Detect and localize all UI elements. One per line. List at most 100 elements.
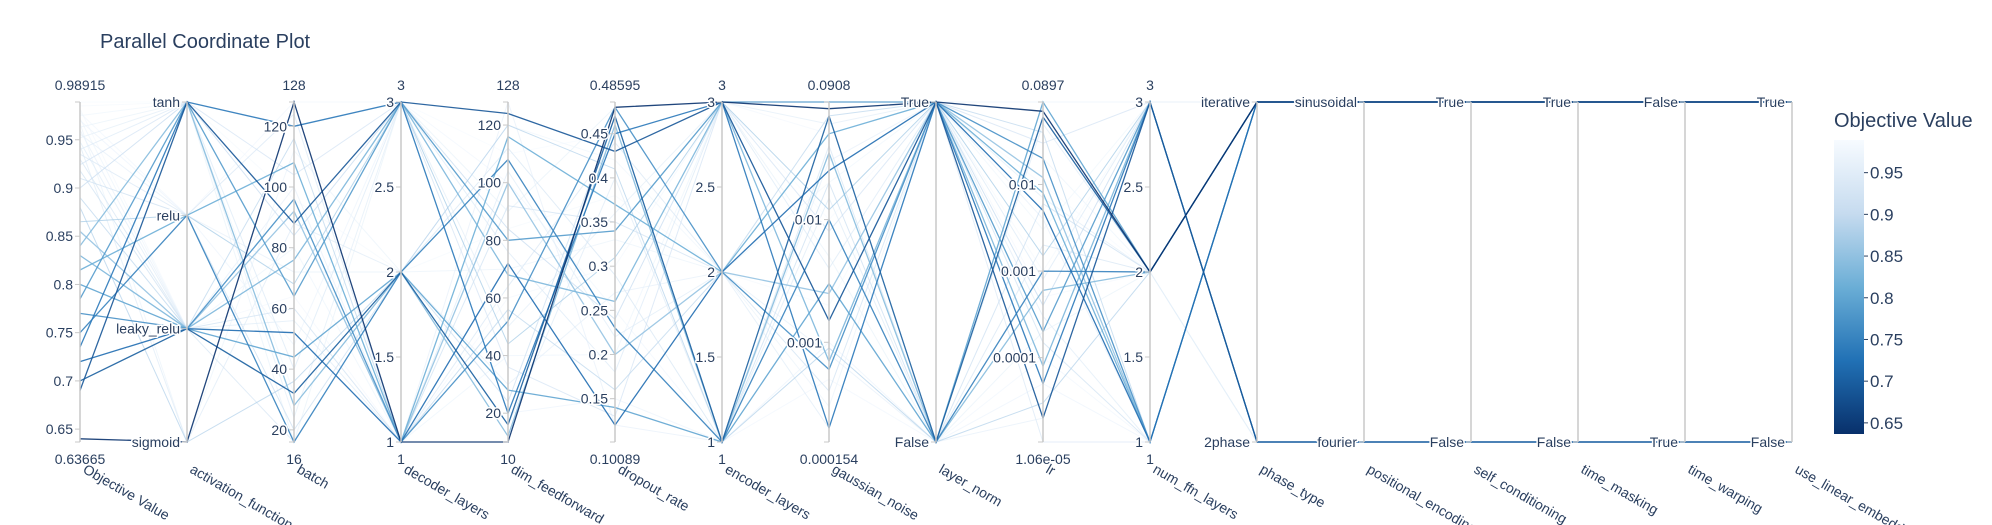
tick-label: True <box>1757 94 1785 110</box>
axis-label-activation-function: activation_function <box>188 461 296 525</box>
axis-range-max: 3 <box>1146 77 1154 93</box>
axis-range-min: 16 <box>286 451 302 467</box>
tick-label: 40 <box>485 348 501 364</box>
tick-label: True <box>1436 94 1464 110</box>
tick-label: 60 <box>271 300 287 316</box>
colorbar-title: Objective Value <box>1834 110 1973 132</box>
tick-label: 120 <box>264 118 288 134</box>
axis-label-dropout-rate: dropout_rate <box>616 461 693 515</box>
tick-label: 1.5 <box>1124 349 1144 365</box>
axis-range-min: 1 <box>397 451 405 467</box>
tick-label: 100 <box>478 175 502 191</box>
axis-layer-norm[interactable]: False True layer_norm <box>893 93 1006 510</box>
axis-range-min: 0.63665 <box>55 451 106 467</box>
colorbar-tick-label: 0.8 <box>1870 289 1894 308</box>
tick-label: False <box>895 434 929 450</box>
colorbar-ticks: 0.95 0.9 0.85 0.8 0.75 0.7 0.65 <box>1864 164 1903 433</box>
axis-self-conditioning[interactable]: False True self_conditioning <box>1428 93 1570 525</box>
tick-label: 80 <box>485 232 501 248</box>
tick-label: True <box>901 94 929 110</box>
tick-label: 2 <box>386 264 394 280</box>
colorbar-tick-label: 0.9 <box>1870 205 1894 224</box>
axis-label-batch: batch <box>295 461 333 492</box>
tick-label: 0.45 <box>581 126 608 142</box>
tick-label: 0.15 <box>581 391 608 407</box>
tick-label: 0.2 <box>589 346 609 362</box>
tick-label: 2.5 <box>1124 179 1144 195</box>
tick-label: 0.7 <box>54 373 74 389</box>
axis-range-max: 3 <box>718 77 726 93</box>
tick-label: 0.85 <box>46 228 73 244</box>
tick-label: sinusoidal <box>1295 94 1357 110</box>
tick-label: False <box>1537 434 1571 450</box>
tick-label: 0.95 <box>46 132 73 148</box>
tick-label: 0.001 <box>1001 263 1036 279</box>
tick-label: 3 <box>1135 94 1143 110</box>
tick-label: 1 <box>386 434 394 450</box>
axis-label-dim-feedforward: dim_feedforward <box>509 461 607 525</box>
tick-label: 0.3 <box>589 258 609 274</box>
axis-label-gaussian-noise: gaussian_noise <box>830 461 922 524</box>
colorbar-tick-label: 0.85 <box>1870 247 1903 266</box>
tick-label: 0.25 <box>581 302 608 318</box>
axis-range-min: 10 <box>500 451 516 467</box>
axis-time-masking[interactable]: False True time_masking <box>1535 93 1662 518</box>
dimension-axes: 0.65 0.7 0.75 0.8 0.85 0.9 0.95 0.98915 0.63665O… <box>44 77 1923 525</box>
tick-label: fourier <box>1317 434 1357 450</box>
tick-label: 1 <box>1135 434 1143 450</box>
axis-range-max: 128 <box>496 77 520 93</box>
axis-label-time-warping: time_warping <box>1686 461 1766 516</box>
tick-label: 3 <box>707 94 715 110</box>
colorbar-tick-label: 0.65 <box>1870 414 1903 433</box>
tick-label: 0.65 <box>46 421 73 437</box>
axis-label-layer-norm: layer_norm <box>937 461 1006 510</box>
axis-range-max: 0.0897 <box>1022 77 1065 93</box>
axis-range-min: 1 <box>1146 451 1154 467</box>
axis-range-max: 128 <box>282 77 306 93</box>
colorbar: Objective Value 0.95 0.9 0.85 0.8 0.75 0.7 0.6… <box>1834 110 1973 434</box>
axis-range-min: 0.10089 <box>590 451 641 467</box>
tick-label: 0.35 <box>581 214 608 230</box>
axis-range-min: 1 <box>718 451 726 467</box>
tick-label: True <box>1650 434 1678 450</box>
axis-range-max: 0.98915 <box>55 77 106 93</box>
axis-dropout-rate[interactable]: 0.15 0.2 0.25 0.3 0.35 0.4 0.45 0.48595 0.10089d… <box>579 77 693 515</box>
tick-label: True <box>1543 94 1571 110</box>
tick-label: leaky_relu <box>116 321 180 337</box>
axis-label-phase-type: phase_type <box>1258 461 1329 511</box>
tick-label: 0.001 <box>787 334 822 350</box>
tick-label: 100 <box>264 179 288 195</box>
axis-positional-encoding[interactable]: fourier sinusoidal positional_encoding <box>1293 93 1480 525</box>
tick-label: 2 <box>707 264 715 280</box>
colorbar-tick-label: 0.95 <box>1870 164 1903 183</box>
chart-title: Parallel Coordinate Plot <box>100 31 311 53</box>
tick-label: 0.4 <box>589 170 609 186</box>
tick-label: 80 <box>271 240 287 256</box>
axis-phase-type[interactable]: 2phase iterative phase_type <box>1199 93 1329 511</box>
axis-label-objective-value: Objective Value <box>81 461 173 523</box>
tick-label: 0.9 <box>54 180 74 196</box>
tick-label: 2 <box>1135 264 1143 280</box>
tick-label: False <box>1751 434 1785 450</box>
axis-label-self-conditioning: self_conditioning <box>1472 461 1570 525</box>
tick-label: False <box>1644 94 1678 110</box>
tick-label: 2.5 <box>696 179 716 195</box>
tick-label: 0.75 <box>46 325 73 341</box>
tick-label: 2.5 <box>375 179 395 195</box>
axis-range-max: 3 <box>397 77 405 93</box>
tick-label: 0.8 <box>54 276 74 292</box>
tick-label: 40 <box>271 361 287 377</box>
axis-time-warping[interactable]: True False time_warping <box>1642 93 1766 517</box>
tick-label: iterative <box>1201 94 1250 110</box>
colorbar-tick-label: 0.75 <box>1870 330 1903 349</box>
tick-label: 1 <box>707 434 715 450</box>
tick-label: 0.01 <box>1009 176 1036 192</box>
tick-label: 20 <box>271 422 287 438</box>
tick-label: 20 <box>485 405 501 421</box>
axis-label-encoder-layers: encoder_layers <box>723 461 814 523</box>
axis-label-decoder-layers: decoder_layers <box>402 461 493 523</box>
